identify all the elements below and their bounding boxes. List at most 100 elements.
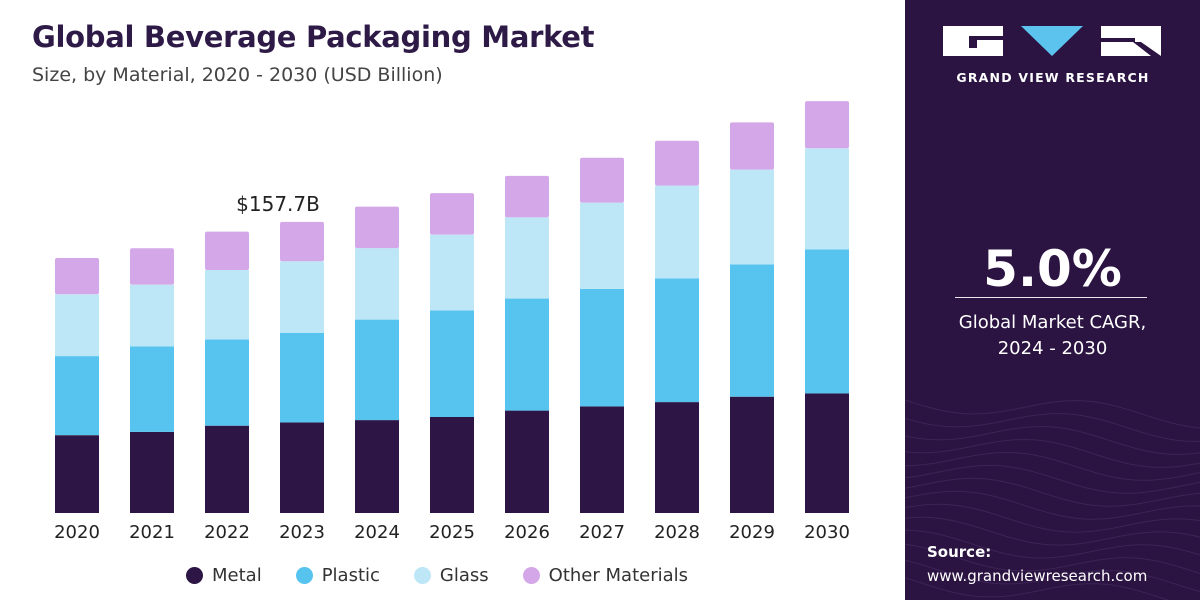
bar-segment-plastic-2022 xyxy=(205,339,249,426)
cagr-divider xyxy=(955,297,1147,298)
cagr-label: Global Market CAGR, 2024 - 2030 xyxy=(905,310,1200,362)
bar-segment-plastic-2021 xyxy=(130,346,174,432)
bar-segment-glass-2028 xyxy=(655,185,699,279)
wave-line xyxy=(905,503,1200,533)
x-tick-label-2024: 2024 xyxy=(354,522,400,543)
cagr-label-line2: 2024 - 2030 xyxy=(997,338,1108,359)
wave-line xyxy=(905,529,1200,559)
legend-label: Plastic xyxy=(321,564,380,586)
bar-segment-glass-2022 xyxy=(205,270,249,340)
bar-segment-plastic-2024 xyxy=(355,319,399,421)
source-label: Source: xyxy=(927,543,992,561)
x-tick-label-2021: 2021 xyxy=(129,522,175,543)
bar-segment-metal-2025 xyxy=(430,417,474,513)
bar-segment-other-materials-2026 xyxy=(505,175,549,218)
bar-segment-plastic-2028 xyxy=(655,278,699,403)
bar-segment-glass-2023 xyxy=(280,261,324,333)
wave-line xyxy=(905,559,1200,593)
gvr-logo: GRAND VIEW RESEARCH xyxy=(943,24,1163,94)
bar-segment-other-materials-2021 xyxy=(130,248,174,285)
bar-segment-other-materials-2030 xyxy=(805,101,849,149)
bar-segment-glass-2024 xyxy=(355,248,399,320)
x-tick-label-2027: 2027 xyxy=(579,522,625,543)
gvr-logo-mark xyxy=(943,26,1161,56)
bar-segment-metal-2026 xyxy=(505,410,549,513)
wave-line xyxy=(905,426,1200,455)
legend-label: Other Materials xyxy=(548,564,689,586)
gvr-logo-v-shape xyxy=(1021,26,1083,56)
brand-name: GRAND VIEW RESEARCH xyxy=(956,70,1150,85)
wave-line xyxy=(905,452,1200,481)
legend-item-other-materials: Other Materials xyxy=(522,564,689,586)
wave-line xyxy=(905,543,1200,574)
bar-segment-glass-2027 xyxy=(580,202,624,289)
bar-segment-other-materials-2029 xyxy=(730,122,774,170)
bar-segment-other-materials-2022 xyxy=(205,231,249,270)
bar-segment-plastic-2029 xyxy=(730,264,774,397)
legend-swatch xyxy=(186,566,203,584)
bar-segment-metal-2022 xyxy=(205,425,249,513)
legend-item-metal: Metal xyxy=(186,565,262,586)
bar-segment-plastic-2026 xyxy=(505,298,549,411)
wave-line xyxy=(905,438,1200,468)
source-url: www.grandviewresearch.com xyxy=(927,567,1148,585)
cagr-label-line1: Global Market CAGR, xyxy=(958,312,1147,333)
brand-sidebar: GRAND VIEW RESEARCH 5.0% Global Market C… xyxy=(905,0,1200,600)
bar-segment-other-materials-2025 xyxy=(430,193,474,235)
bar-segment-plastic-2027 xyxy=(580,288,624,407)
wave-line xyxy=(905,413,1200,442)
legend-item-glass: Glass xyxy=(413,564,489,586)
bar-segment-plastic-2020 xyxy=(55,356,99,436)
bar-segment-glass-2026 xyxy=(505,217,549,299)
bar-segment-other-materials-2020 xyxy=(55,258,99,295)
bar-segment-metal-2030 xyxy=(805,393,849,513)
x-tick-label-2022: 2022 xyxy=(204,522,250,543)
bar-segment-other-materials-2023 xyxy=(280,221,324,262)
bar-segment-plastic-2025 xyxy=(430,310,474,417)
x-tick-label-2020: 2020 xyxy=(54,522,100,543)
bar-segment-glass-2029 xyxy=(730,169,774,265)
bar-segment-metal-2024 xyxy=(355,420,399,513)
legend-swatch xyxy=(295,566,313,584)
x-tick-label-2028: 2028 xyxy=(654,522,700,543)
chart-title: Global Beverage Packaging Market xyxy=(32,20,595,54)
legend-swatch xyxy=(413,566,431,584)
x-tick-label-2030: 2030 xyxy=(804,522,850,543)
bar-segment-plastic-2030 xyxy=(805,249,849,394)
legend-label: Metal xyxy=(212,564,262,586)
chart-subtitle: Size, by Material, 2020 - 2030 (USD Bill… xyxy=(32,64,443,86)
bar-segment-glass-2020 xyxy=(55,294,99,357)
x-tick-label-2025: 2025 xyxy=(429,522,475,543)
bar-segment-metal-2028 xyxy=(655,402,699,513)
bar-segment-plastic-2023 xyxy=(280,332,324,423)
bar-segment-glass-2021 xyxy=(130,284,174,347)
wave-line xyxy=(905,399,1200,429)
legend-swatch xyxy=(522,566,540,584)
bar-segment-other-materials-2027 xyxy=(580,157,624,203)
chart-panel: Global Beverage Packaging Market Size, b… xyxy=(32,20,850,588)
x-tick-label-2029: 2029 xyxy=(729,522,775,543)
bar-segment-glass-2025 xyxy=(430,234,474,311)
chart-legend: Metal Plastic Glass Other Materials xyxy=(186,562,688,588)
wave-line xyxy=(905,464,1200,494)
data-label-2023: $157.7B xyxy=(236,192,320,216)
legend-item-plastic: Plastic xyxy=(295,564,380,586)
bar-segment-metal-2021 xyxy=(130,431,174,513)
wave-line xyxy=(905,477,1200,507)
wave-line xyxy=(905,490,1200,520)
bar-segment-glass-2030 xyxy=(805,148,849,250)
bar-segment-other-materials-2028 xyxy=(655,140,699,186)
x-tick-label-2023: 2023 xyxy=(279,522,325,543)
bar-segment-metal-2020 xyxy=(55,435,99,513)
stacked-bar-chart: 2020 2021 2022 2023 $157.7B 2024 2025 2026 2027 2… xyxy=(54,101,850,543)
bar-segment-other-materials-2024 xyxy=(355,206,399,249)
bar-segment-metal-2023 xyxy=(280,422,324,513)
wave-line xyxy=(905,516,1200,546)
bar-segment-metal-2029 xyxy=(730,396,774,513)
x-tick-label-2026: 2026 xyxy=(504,522,550,543)
wave-line xyxy=(905,577,1170,600)
legend-label: Glass xyxy=(439,564,489,586)
cagr-value: 5.0% xyxy=(983,240,1122,298)
bar-segment-metal-2027 xyxy=(580,406,624,513)
wave-pattern-decoration xyxy=(905,399,1200,600)
